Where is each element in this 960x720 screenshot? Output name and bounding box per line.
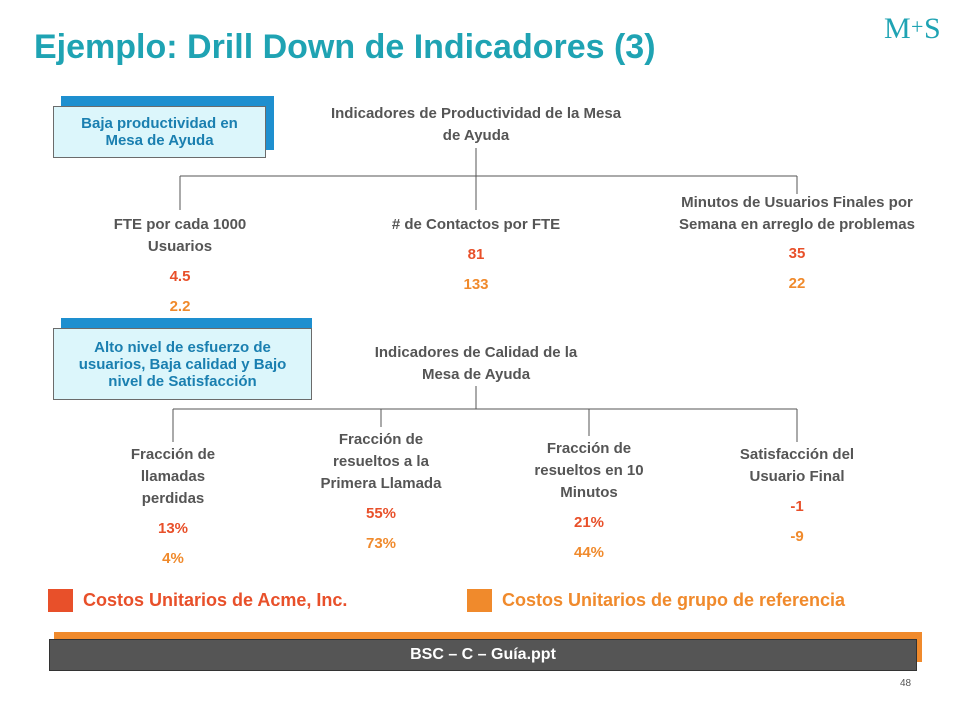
svg-text:+: + [911,14,923,39]
quality-item-lost-calls: Fracción de llamadas perdidas 13% 4% [103,444,243,570]
item-label: Fracción de llamadas perdidas [130,446,216,507]
quality-header: Indicadores de Calidad de la Mesa de Ayu… [374,344,578,383]
acme-value: 81 [467,246,485,263]
quality-item-ten-minutes: Fracción de resueltos en 10 Minutos 21% … [504,438,674,564]
footer-text: BSC – C – Guía.ppt [410,646,556,663]
productivity-callout: Baja productividad en Mesa de Ayuda [53,96,275,162]
acme-value: 55% [365,505,397,522]
legend-peer-swatch [467,589,492,612]
peer-value: 73% [365,535,397,552]
svg-text:S: S [924,12,941,44]
productivity-header: Indicadores de Productividad de la Mesa … [330,105,622,144]
acme-value: -1 [790,498,804,515]
item-label: Minutos de Usuarios Finales por Semana e… [679,194,915,233]
peer-value: 4% [162,550,184,567]
productivity-item-fte: FTE por cada 1000 Usuarios 4.5 2.2 [95,214,265,318]
peer-value: -9 [790,528,804,545]
acme-value: 21% [573,514,605,531]
acme-value: 13% [157,520,189,537]
item-label: # de Contactos por FTE [391,216,561,233]
legend-acme-swatch [48,589,73,612]
peer-value: 22 [788,275,806,292]
quality-callout: Alto nivel de esfuerzo de usuarios, Baja… [53,318,313,402]
productivity-callout-text: Baja productividad en Mesa de Ayuda [81,115,238,149]
footer-bar: BSC – C – Guía.ppt [49,639,917,671]
acme-value: 4.5 [169,268,191,285]
peer-value: 133 [463,276,489,293]
svg-text:M: M [884,12,911,44]
legend-acme-label: Costos Unitarios de Acme, Inc. [83,590,348,610]
company-logo: M + S [884,12,941,44]
peer-value: 44% [573,544,605,561]
acme-value: 35 [788,245,806,262]
quality-item-first-call: Fracción de resueltos a la Primera Llama… [296,429,466,555]
peer-value: 2.2 [169,298,191,315]
productivity-item-minutes: Minutos de Usuarios Finales por Semana e… [668,192,926,295]
page-number: 48 [900,678,912,689]
item-label: Satisfacción del Usuario Final [739,446,855,485]
item-label: Fracción de resueltos a la Primera Llama… [320,431,442,492]
quality-item-satisfaction: Satisfacción del Usuario Final -1 -9 [692,444,902,548]
item-label: FTE por cada 1000 Usuarios [113,216,247,255]
quality-callout-text: Alto nivel de esfuerzo de usuarios, Baja… [78,338,287,390]
item-label: Fracción de resueltos en 10 Minutos [534,440,644,501]
page-title: Ejemplo: Drill Down de Indicadores (3) [34,28,656,66]
productivity-item-contacts: # de Contactos por FTE 81 133 [381,214,571,296]
legend-peer-label: Costos Unitarios de grupo de referencia [502,590,846,610]
